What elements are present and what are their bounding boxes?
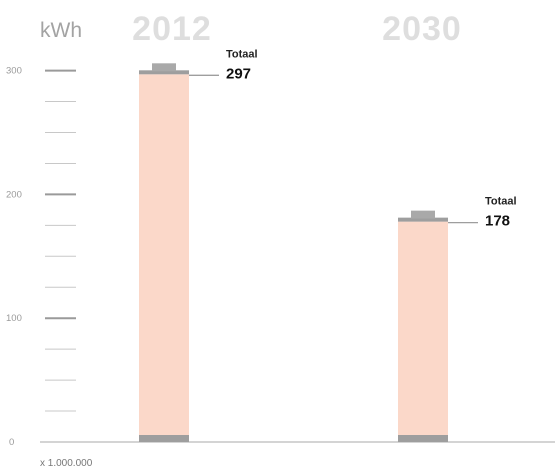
bar-top-cap	[139, 70, 189, 75]
total-annotations: Totaal 297 Totaal 178	[189, 48, 517, 230]
total-label: Totaal	[226, 48, 258, 60]
bar-base-segment	[139, 435, 189, 442]
unit-label: kWh	[40, 19, 82, 42]
total-label: Totaal	[485, 196, 517, 208]
category-label-2030: 2030	[382, 10, 462, 48]
total-value: 178	[485, 213, 510, 230]
y-axis: 0 100 200 300	[6, 66, 76, 448]
bars	[139, 63, 448, 443]
bar-top-cap	[398, 217, 448, 222]
category-label-2012: 2012	[132, 10, 212, 48]
bar-2012	[139, 74, 189, 443]
y-tick-label: 100	[6, 313, 22, 324]
multiplier-label: x 1.000.000	[40, 458, 93, 469]
bar-2030	[398, 221, 448, 442]
total-value: 297	[226, 65, 251, 82]
bar-top-cap-tab	[411, 210, 435, 219]
bar-base-segment	[398, 435, 448, 442]
y-tick-label: 200	[6, 189, 22, 200]
y-tick-label: 300	[6, 66, 22, 77]
y-tick-label: 0	[9, 437, 14, 448]
bar-top-cap-tab	[152, 63, 176, 72]
